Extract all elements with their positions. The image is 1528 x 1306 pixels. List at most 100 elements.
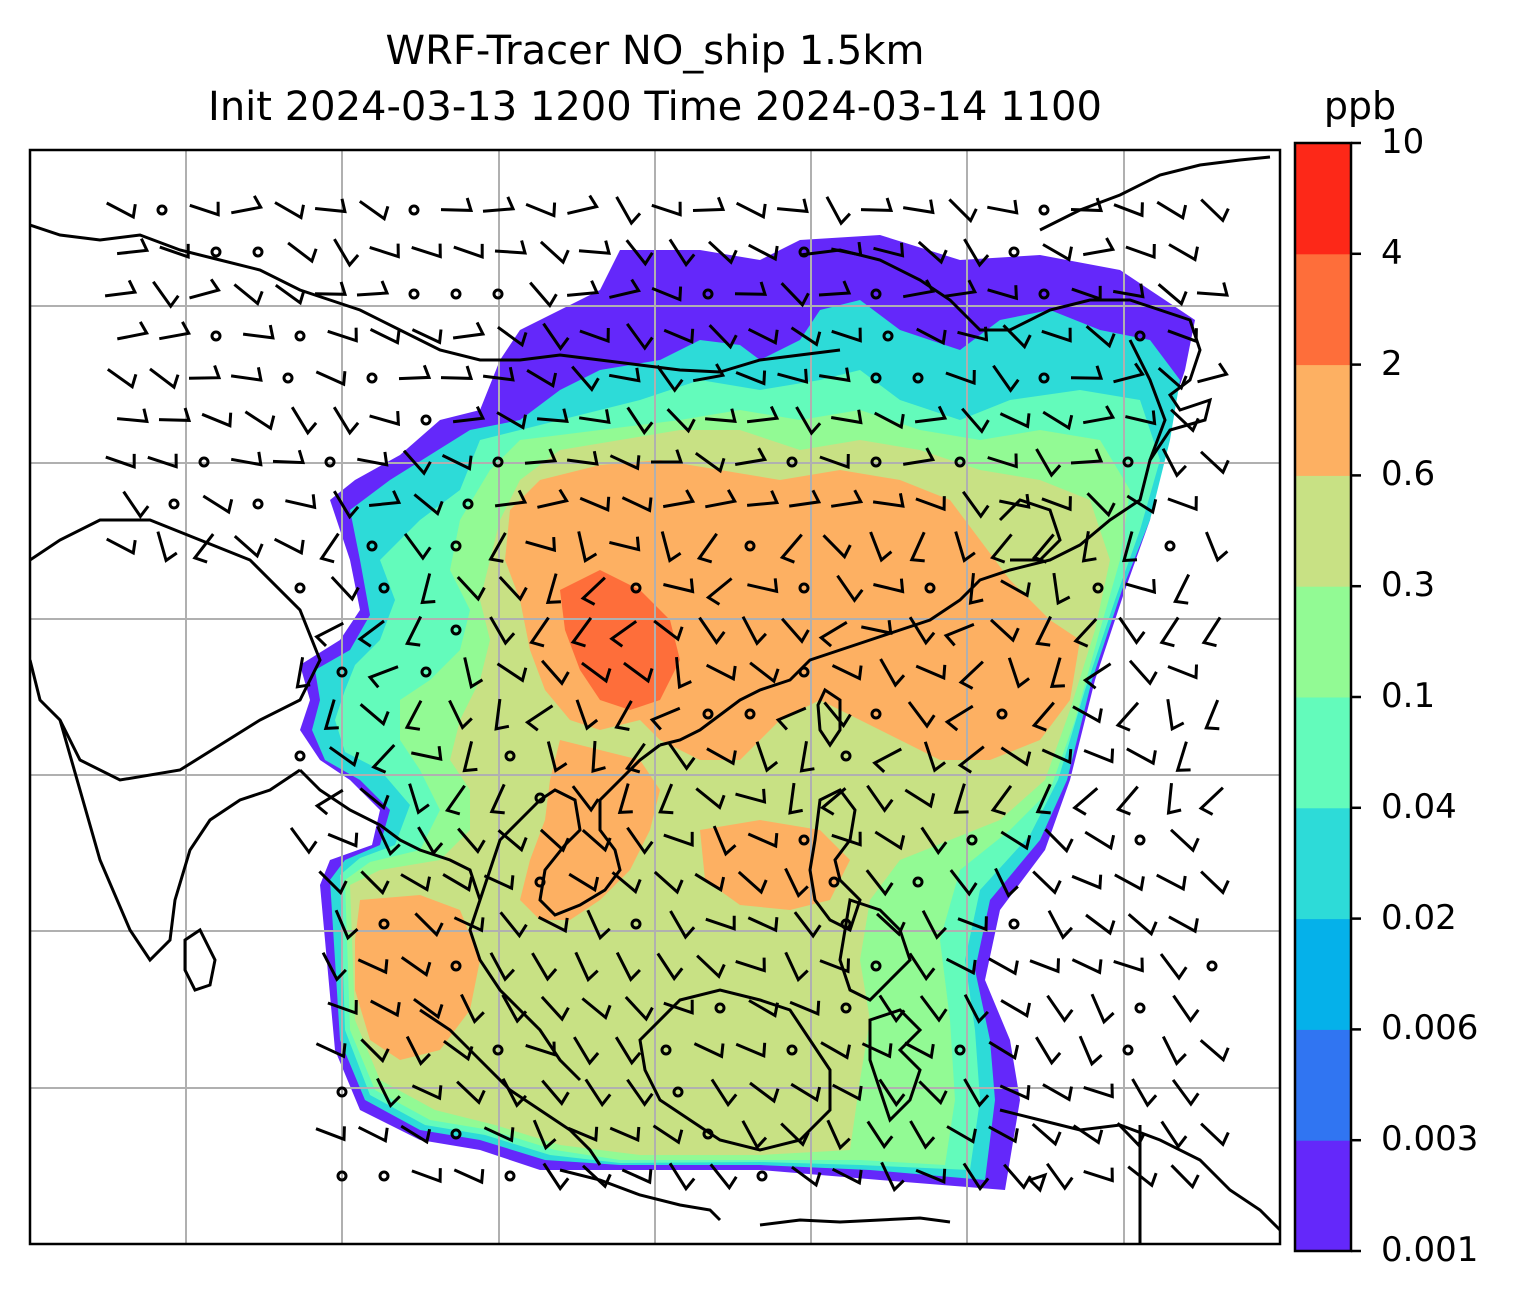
wind-barb — [818, 280, 852, 297]
wind-barb — [777, 368, 809, 384]
wind-barb — [1168, 915, 1199, 934]
wind-barb — [356, 280, 390, 297]
wind-barb — [746, 490, 780, 507]
wind-barb — [706, 747, 737, 766]
wind-barb — [1070, 197, 1104, 213]
calm-wind-marker — [294, 750, 306, 762]
calm-wind-marker — [450, 540, 462, 552]
colorbar-tick-label: 0.1 — [1381, 676, 1436, 716]
wind-barb — [909, 1120, 936, 1150]
colorbar-unit: ppb — [1323, 84, 1397, 128]
wind-barb — [1118, 616, 1146, 645]
wind-barb — [693, 1042, 725, 1059]
wind-barb — [963, 994, 989, 1024]
wind-barb — [321, 952, 347, 982]
calm-wind-marker — [408, 204, 420, 216]
wind-barb — [545, 573, 561, 605]
wind-barb — [411, 328, 443, 345]
wind-barb — [462, 741, 478, 773]
wind-barb — [698, 616, 726, 645]
wind-barb — [1171, 1079, 1200, 1107]
wind-barb — [413, 997, 444, 1020]
wind-barb — [1113, 957, 1144, 973]
wind-barb — [708, 324, 738, 350]
wind-barb — [149, 367, 180, 390]
wind-barb — [795, 406, 822, 436]
wind-barb — [908, 952, 936, 982]
wind-barb — [274, 201, 305, 220]
wind-barb — [327, 999, 358, 1016]
wind-barb — [314, 281, 348, 296]
wind-barb — [536, 408, 569, 423]
calm-wind-marker — [798, 582, 810, 594]
wind-barb — [1081, 530, 1097, 563]
wind-barb — [482, 196, 516, 213]
wind-barb — [539, 828, 570, 853]
wind-barb — [747, 832, 779, 849]
wind-barb — [272, 449, 306, 465]
wind-barb — [663, 578, 695, 594]
calm-wind-marker — [462, 498, 474, 510]
wind-barb — [1169, 828, 1200, 853]
wind-barb — [501, 994, 528, 1024]
wind-barb — [494, 698, 510, 731]
wind-barb — [988, 1040, 1020, 1061]
wind-barb — [1086, 492, 1116, 518]
wind-barb — [453, 916, 485, 933]
wind-barb — [443, 1039, 474, 1062]
wind-barb — [609, 278, 641, 299]
wind-barb — [453, 1168, 485, 1185]
wind-barb — [319, 532, 340, 564]
wind-barb — [1161, 448, 1187, 478]
wind-barb — [540, 995, 570, 1022]
wind-barb — [626, 406, 654, 436]
wind-barb — [615, 196, 642, 226]
wind-barb — [957, 745, 985, 774]
wind-barb — [442, 873, 473, 892]
wind-barb — [499, 911, 528, 939]
wind-barb — [776, 198, 809, 214]
calm-wind-marker — [252, 498, 264, 510]
wind-barb — [1047, 910, 1073, 940]
calm-wind-marker — [378, 918, 390, 930]
calm-wind-marker — [954, 1044, 966, 1056]
wind-barb — [614, 700, 633, 731]
wind-barb — [524, 448, 558, 465]
wind-barb — [709, 1163, 738, 1191]
wind-barb — [865, 869, 894, 897]
calm-wind-marker — [744, 540, 756, 552]
wind-barb — [710, 1078, 738, 1108]
field-layer-orange-south — [520, 740, 660, 920]
wind-barb — [860, 620, 893, 636]
wind-barb — [957, 326, 989, 342]
calm-wind-marker — [336, 666, 348, 678]
wind-barb — [1131, 1078, 1158, 1108]
calm-wind-marker — [1008, 246, 1020, 258]
wind-barb — [532, 1119, 557, 1151]
wind-barb — [872, 747, 902, 773]
wind-barb — [1002, 324, 1032, 350]
calm-wind-marker — [492, 1044, 504, 1056]
wind-barb — [546, 741, 568, 773]
wind-barb — [1126, 747, 1157, 766]
wind-barb — [413, 493, 444, 516]
wind-barb — [402, 449, 432, 476]
wind-barb — [1042, 1083, 1073, 1102]
calm-wind-marker — [210, 246, 222, 258]
wind-barb — [357, 1125, 389, 1143]
wind-barb — [907, 701, 936, 729]
wind-barb — [441, 454, 473, 471]
wind-barb — [780, 1122, 810, 1147]
calm-wind-marker — [1134, 1002, 1146, 1014]
calm-wind-marker — [630, 918, 642, 930]
wind-barb — [920, 826, 948, 856]
calm-wind-marker — [840, 750, 852, 762]
wind-barb — [789, 1000, 821, 1016]
wind-barb — [695, 787, 726, 810]
wind-barb — [1167, 496, 1198, 512]
wind-barb — [692, 196, 726, 212]
wind-barb — [1035, 1036, 1062, 1066]
coastline-siberia — [1039, 155, 1271, 232]
wind-barb — [1126, 494, 1158, 515]
